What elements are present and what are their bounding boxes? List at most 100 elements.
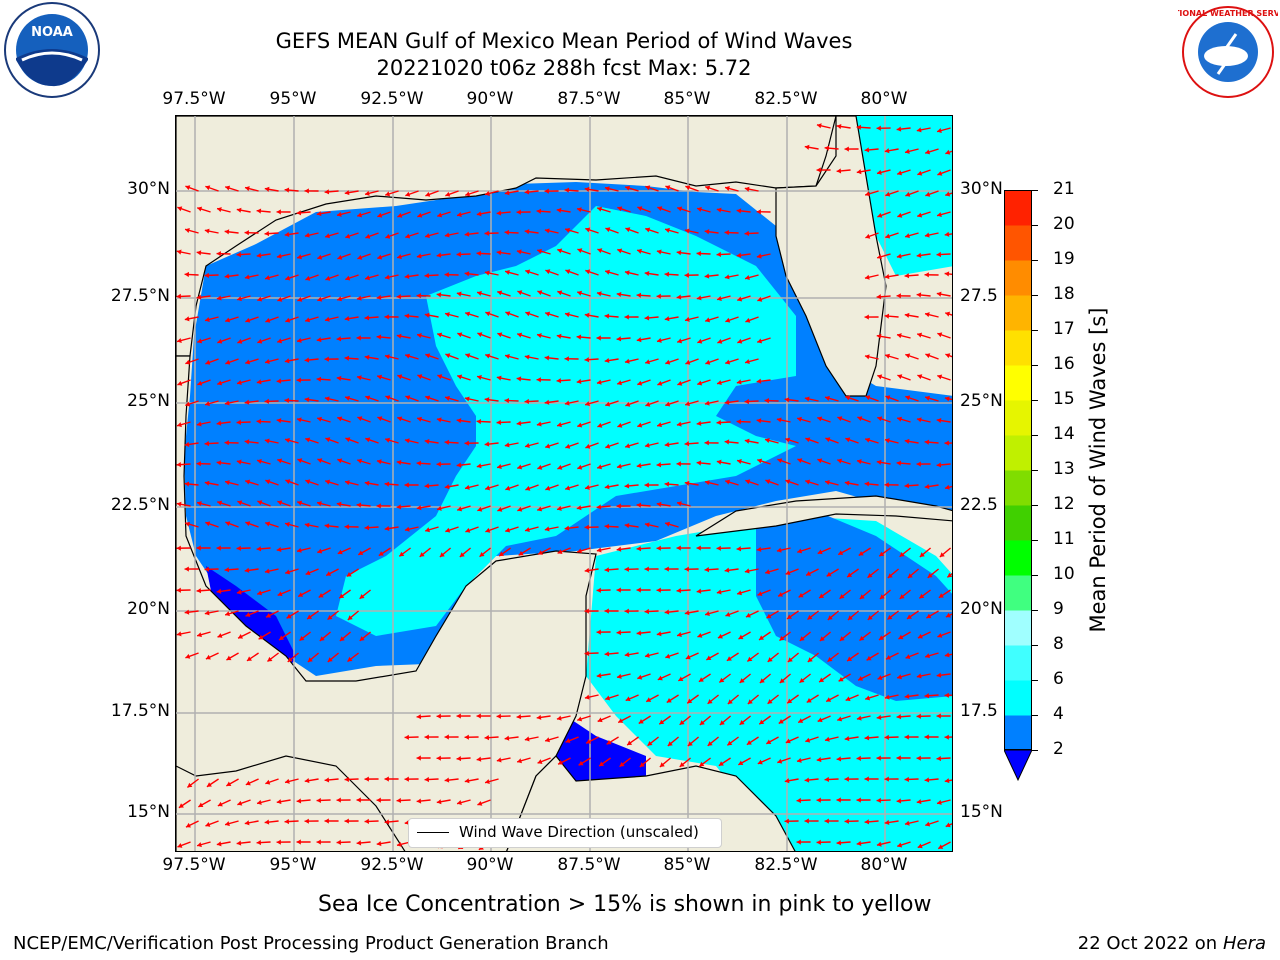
wave-arrow-head [456, 291, 462, 297]
wave-arrow-head [697, 380, 703, 386]
wave-arrow-head [177, 337, 182, 343]
wave-arrow-head [477, 374, 482, 380]
wave-arrow-head [346, 571, 352, 577]
wave-arrow-head [725, 359, 731, 365]
wave-arrow-head [687, 698, 693, 704]
wave-arrow-head [604, 357, 610, 364]
lon-tick-top: 92.5°W [360, 89, 424, 109]
wave-arrow-head [937, 170, 943, 176]
wave-arrow-head [725, 611, 731, 617]
wave-arrow-head [376, 459, 382, 465]
wave-arrow-head [237, 296, 242, 302]
wave-arrow-head [847, 572, 853, 578]
wave-arrow-head [204, 566, 209, 572]
wave-arrow-head [677, 380, 683, 386]
wave-arrow-head [404, 438, 410, 444]
footer-date: 22 Oct 2022 on Hera [1078, 933, 1266, 954]
wave-arrow-head [805, 737, 811, 743]
wave-arrow-head [525, 269, 531, 275]
wave-arrow-head [245, 479, 251, 485]
lon-tick-bottom: 95°W [269, 855, 317, 875]
wave-arrow-head [925, 191, 931, 197]
wave-arrow-head [196, 588, 202, 594]
wave-arrow-head [718, 761, 724, 766]
wave-arrow-head [317, 458, 323, 464]
wave-arrow-head [197, 842, 202, 848]
wave-arrow-head [604, 484, 610, 490]
wave-arrow-head [276, 209, 281, 215]
wave-arrow-head [879, 551, 885, 557]
wave-arrow-head [684, 480, 690, 486]
wave-arrow-head [865, 191, 871, 197]
wave-arrow-head [924, 272, 929, 278]
wave-arrow-head [264, 819, 270, 825]
colorbar-tick-mark [1032, 295, 1038, 296]
wave-arrow-head [505, 311, 511, 317]
wave-arrow-head [616, 629, 621, 636]
wave-arrow-head [659, 762, 665, 768]
wave-arrow-head [285, 569, 291, 575]
wave-arrow-head [237, 379, 242, 385]
wave-arrow-head [667, 741, 673, 746]
wave-arrow-head [444, 272, 449, 278]
wave-arrow-head [537, 506, 543, 512]
wave-arrow-head [257, 590, 263, 596]
wave-arrow-head [444, 232, 450, 238]
wave-arrow-head [576, 378, 582, 385]
wave-arrow-head [825, 395, 830, 401]
wave-arrow-head [525, 443, 530, 449]
wave-arrow-head [876, 333, 882, 339]
wave-arrow-head [305, 570, 311, 576]
wave-arrow-head [845, 696, 851, 702]
wave-arrow-head [317, 296, 323, 302]
wave-arrow-head [244, 439, 250, 445]
wave-arrow-head [937, 332, 943, 338]
wave-arrow-head [857, 416, 863, 422]
wave-arrow-head [676, 294, 682, 300]
wave-arrow-head [245, 612, 251, 617]
wave-arrow-head [787, 614, 793, 619]
wave-arrow-head [676, 250, 682, 256]
wave-arrow-head [604, 186, 610, 192]
wave-arrow-head [845, 437, 851, 443]
wave-arrow-head [457, 332, 463, 338]
wave-arrow-head [816, 757, 822, 763]
wave-arrow-head [376, 503, 381, 509]
wave-arrow-head [185, 401, 191, 407]
wave-arrow-head [684, 228, 690, 234]
wave-arrow-head [606, 739, 612, 745]
wave-arrow-head [496, 757, 502, 763]
wave-arrow-head [565, 269, 571, 275]
lat-tick-right: 30°N [960, 179, 1003, 199]
wave-arrow-head [899, 552, 905, 557]
wave-arrow-head [225, 821, 230, 827]
wave-arrow-head [777, 758, 783, 764]
wave-arrow-head [565, 738, 571, 743]
wave-arrow-head [784, 397, 790, 403]
wave-arrow-head [236, 545, 241, 551]
wave-arrow-head [617, 206, 623, 212]
lat-tick-left: 22.5°N [110, 495, 170, 515]
wave-arrow-head [425, 527, 430, 533]
wave-arrow-head [645, 227, 651, 233]
wave-arrow-head [436, 505, 442, 511]
wave-arrow-head [484, 441, 490, 447]
wave-arrow-head [444, 439, 450, 445]
wave-arrow-head [625, 696, 631, 702]
wave-arrow-head [324, 777, 330, 783]
wave-arrow-head [307, 657, 313, 663]
wave-arrow-head [867, 615, 873, 620]
wave-arrow-head [556, 207, 562, 213]
wave-arrow-head [705, 359, 711, 365]
lat-tick-left: 27.5°N [110, 286, 170, 306]
wave-arrow-head [719, 720, 725, 725]
wave-arrow-head [576, 207, 582, 213]
wave-arrow-head [916, 713, 921, 719]
wave-arrow-head [297, 500, 303, 506]
wave-arrow-head [198, 802, 204, 808]
wave-arrow-head [557, 549, 563, 555]
wave-arrow-head [744, 186, 750, 192]
wave-arrow-head [864, 147, 870, 153]
wave-arrow-head [837, 716, 843, 722]
wave-arrow-head [356, 502, 362, 508]
